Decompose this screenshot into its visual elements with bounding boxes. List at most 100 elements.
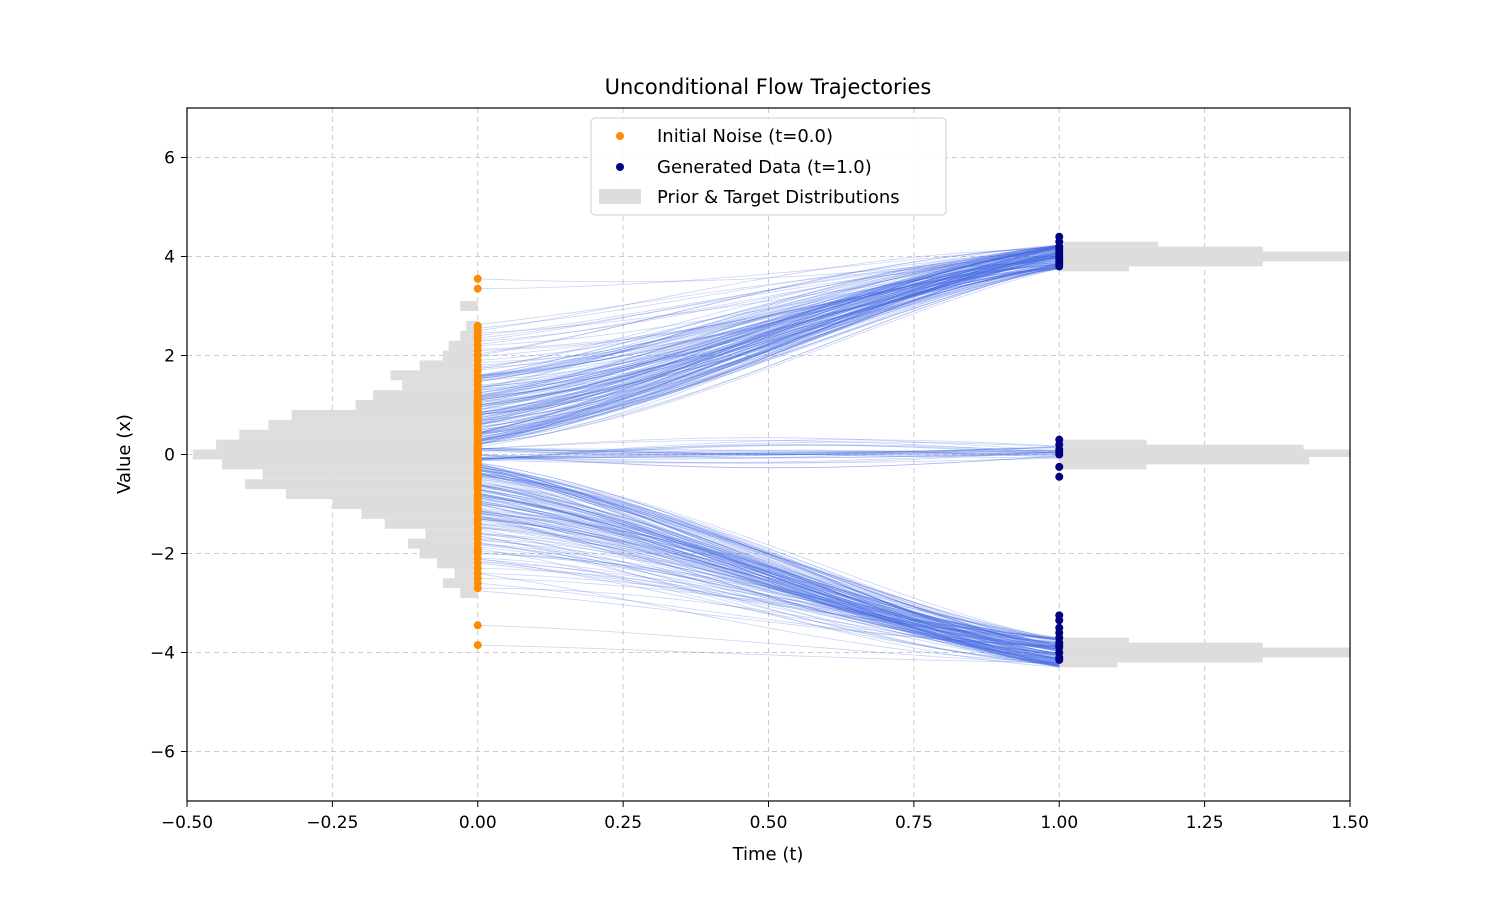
trajectory-line xyxy=(477,473,1060,655)
trajectory-line xyxy=(477,254,1060,403)
target-histogram-bar xyxy=(1059,657,1263,663)
x-tick-label: 0.75 xyxy=(895,813,933,833)
trajectory-line xyxy=(477,498,1060,651)
trajectory-line xyxy=(477,527,1060,667)
y-tick-label: −6 xyxy=(150,743,175,763)
trajectory-line xyxy=(477,524,1060,656)
trajectory-line xyxy=(477,256,1060,438)
trajectory-line xyxy=(477,250,1060,422)
trajectory-line xyxy=(477,484,1060,654)
x-tick-label: 0.50 xyxy=(750,813,788,833)
legend-generated-marker xyxy=(616,163,624,171)
prior-histogram-bar xyxy=(262,469,478,480)
trajectory-line xyxy=(477,515,1060,654)
trajectory-line xyxy=(477,253,1060,341)
trajectory-line xyxy=(477,488,1060,661)
trajectory-line xyxy=(477,518,1060,662)
trajectory-line xyxy=(477,254,1060,406)
trajectory-line xyxy=(477,256,1060,350)
trajectory-line xyxy=(477,263,1060,435)
trajectory-line xyxy=(477,484,1060,641)
trajectory-line xyxy=(477,463,1060,667)
trajectory-line xyxy=(477,255,1060,379)
trajectory-line xyxy=(477,261,1060,441)
trajectory-line xyxy=(477,548,1060,662)
trajectory-line xyxy=(477,475,1060,656)
generated-point xyxy=(1055,616,1064,625)
trajectory-line xyxy=(477,495,1060,656)
trajectory-line xyxy=(477,259,1060,439)
trajectory-line xyxy=(477,450,1060,459)
trajectory-line xyxy=(477,504,1060,660)
trajectory-line xyxy=(477,255,1060,411)
trajectory-line xyxy=(477,256,1060,406)
trajectory-line xyxy=(477,254,1060,390)
trajectory-line xyxy=(477,246,1060,424)
trajectory-line xyxy=(477,255,1060,394)
trajectory-line xyxy=(477,258,1060,414)
trajectory-line xyxy=(477,265,1060,442)
trajectory-line xyxy=(477,245,1060,429)
trajectory-line xyxy=(477,526,1060,650)
trajectory-line xyxy=(477,261,1060,414)
trajectory-line xyxy=(477,493,1060,645)
prior-histogram-bar xyxy=(460,330,478,341)
prior-histogram-bar xyxy=(402,380,478,391)
trajectory-line xyxy=(477,517,1060,657)
x-tick-label: −0.50 xyxy=(161,813,213,833)
prior-histogram-bar xyxy=(216,439,478,450)
trajectory-line xyxy=(477,263,1060,408)
trajectory-line xyxy=(477,267,1060,427)
trajectory-line xyxy=(477,260,1060,339)
y-tick-label: 6 xyxy=(164,149,175,169)
trajectory-line xyxy=(477,245,1060,400)
prior-histogram-bar xyxy=(245,479,478,490)
trajectory-line xyxy=(477,492,1060,668)
trajectory-line xyxy=(477,484,1060,665)
trajectory-line xyxy=(477,249,1060,388)
trajectory-line xyxy=(477,259,1060,443)
trajectory-line xyxy=(477,264,1060,406)
trajectory-line xyxy=(477,251,1060,361)
trajectory-line xyxy=(477,268,1060,401)
prior-histogram-bar xyxy=(437,558,478,569)
generated-point xyxy=(1055,262,1064,271)
trajectory-line xyxy=(477,476,1060,667)
prior-histogram-bar xyxy=(291,409,478,420)
trajectory-line xyxy=(477,493,1060,656)
trajectory-line xyxy=(477,469,1060,652)
trajectory-line xyxy=(477,474,1060,648)
trajectory-line xyxy=(477,244,1060,424)
trajectory-line xyxy=(477,255,1060,448)
trajectory-line xyxy=(477,244,1060,438)
y-tick-label: −4 xyxy=(150,644,175,664)
trajectory-line xyxy=(477,253,1060,388)
trajectory-line xyxy=(477,448,1060,455)
trajectory-line xyxy=(477,256,1060,416)
trajectory-line xyxy=(477,489,1060,667)
trajectory-line xyxy=(477,508,1060,643)
trajectory-line xyxy=(477,451,1060,464)
trajectory-line xyxy=(477,256,1060,380)
trajectory-line xyxy=(477,457,1060,464)
trajectory-line xyxy=(477,254,1060,345)
trajectory-line xyxy=(477,563,1060,639)
trajectory-line xyxy=(477,249,1060,440)
trajectory-line xyxy=(477,465,1060,666)
trajectory-line xyxy=(477,470,1060,642)
trajectory-line xyxy=(477,247,1060,356)
trajectory-line xyxy=(477,266,1060,429)
x-tick-label: −0.25 xyxy=(306,813,358,833)
trajectory-line xyxy=(477,572,1060,639)
trajectory-line xyxy=(477,510,1060,641)
trajectory-line xyxy=(477,264,1060,417)
trajectory-line xyxy=(477,266,1060,357)
trajectory-line xyxy=(477,444,1060,460)
trajectory-line xyxy=(477,525,1060,659)
trajectory-line xyxy=(477,251,1060,377)
trajectory-line xyxy=(477,257,1060,406)
prior-histogram-bar xyxy=(466,320,478,331)
trajectory-line xyxy=(477,485,1060,646)
trajectory-line xyxy=(477,478,1060,651)
